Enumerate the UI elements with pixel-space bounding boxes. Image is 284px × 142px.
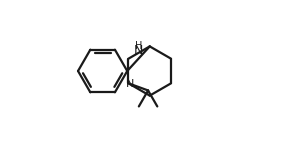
Text: N: N [126, 79, 135, 89]
Text: H: H [135, 41, 142, 51]
Text: N: N [134, 44, 143, 58]
